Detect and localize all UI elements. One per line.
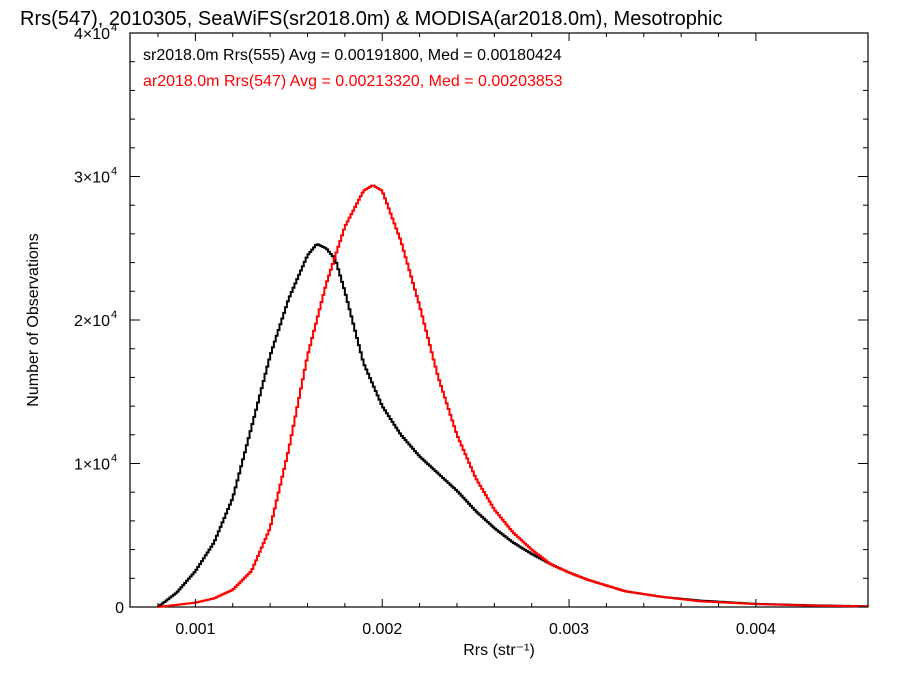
- y-tick-label: 4×10: [74, 26, 110, 43]
- y-tick-label: 1×10: [74, 457, 110, 474]
- legend-entry-2: ar2018.0m Rrs(547) Avg = 0.00213320, Med…: [143, 73, 563, 90]
- y-tick-exponent: 4: [111, 309, 117, 321]
- y-tick-label: 2×10: [74, 313, 110, 330]
- legend-entry-1: sr2018.0m Rrs(555) Avg = 0.00191800, Med…: [143, 47, 562, 64]
- y-tick-label: 3×10: [74, 170, 110, 187]
- series-line-2: [157, 184, 869, 608]
- y-tick-label: 0: [115, 600, 124, 617]
- x-axis-label: Rrs (str⁻¹): [463, 642, 535, 659]
- x-tick-label: 0.004: [736, 621, 776, 638]
- y-tick-exponent: 4: [111, 166, 117, 178]
- y-tick-exponent: 4: [111, 22, 117, 34]
- plot-frame: [129, 32, 869, 608]
- y-tick-exponent: 4: [111, 453, 117, 465]
- x-tick-label: 0.003: [549, 621, 589, 638]
- y-axis-label: Number of Observations: [25, 233, 42, 406]
- series-layer: [157, 184, 869, 608]
- x-tick-label: 0.001: [175, 621, 215, 638]
- legend: sr2018.0m Rrs(555) Avg = 0.00191800, Med…: [143, 47, 563, 90]
- series-line-1: [157, 243, 869, 608]
- chart-title: Rrs(547), 2010305, SeaWiFS(sr2018.0m) & …: [20, 8, 723, 30]
- x-tick-label: 0.002: [362, 621, 402, 638]
- plot-border: [129, 32, 869, 608]
